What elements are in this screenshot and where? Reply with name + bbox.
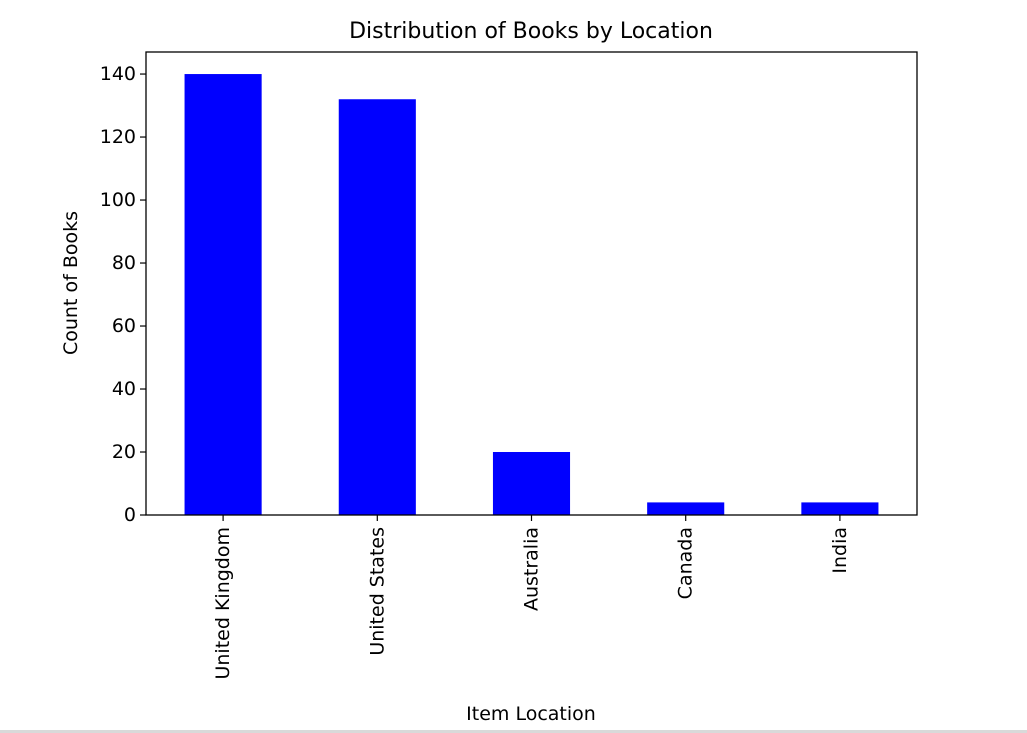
y-tick-label: 0	[124, 504, 136, 526]
x-tick-label: India	[829, 527, 851, 574]
x-tick-label: Australia	[521, 527, 543, 611]
y-tick-label: 100	[100, 189, 136, 211]
y-tick-label: 80	[112, 252, 136, 274]
y-tick-label: 140	[100, 63, 136, 85]
y-tick-label: 40	[112, 378, 136, 400]
bar-india	[801, 502, 879, 515]
x-axis-ticks: United Kingdom United States Australia Cana…	[212, 515, 851, 680]
bars-group	[184, 74, 879, 516]
x-axis-label: Item Location	[466, 703, 596, 725]
y-axis-label: Count of Books	[60, 211, 82, 355]
y-tick-label: 120	[100, 126, 136, 148]
chart-title: Distribution of Books by Location	[349, 19, 713, 44]
bar-canada	[647, 502, 725, 515]
y-tick-label: 20	[112, 441, 136, 463]
x-tick-label: Canada	[675, 527, 697, 599]
x-tick-label: United Kingdom	[212, 527, 234, 680]
bar-united-kingdom	[184, 74, 262, 516]
plot-area-frame	[145, 51, 918, 516]
y-axis-ticks: 0 20 40 60 80 100 120 140	[100, 63, 146, 526]
bar-australia	[492, 452, 571, 515]
x-tick-label: United States	[366, 527, 388, 656]
window-bottom-edge	[0, 730, 1027, 733]
bar-united-states	[338, 99, 416, 515]
y-tick-label: 60	[112, 315, 136, 337]
